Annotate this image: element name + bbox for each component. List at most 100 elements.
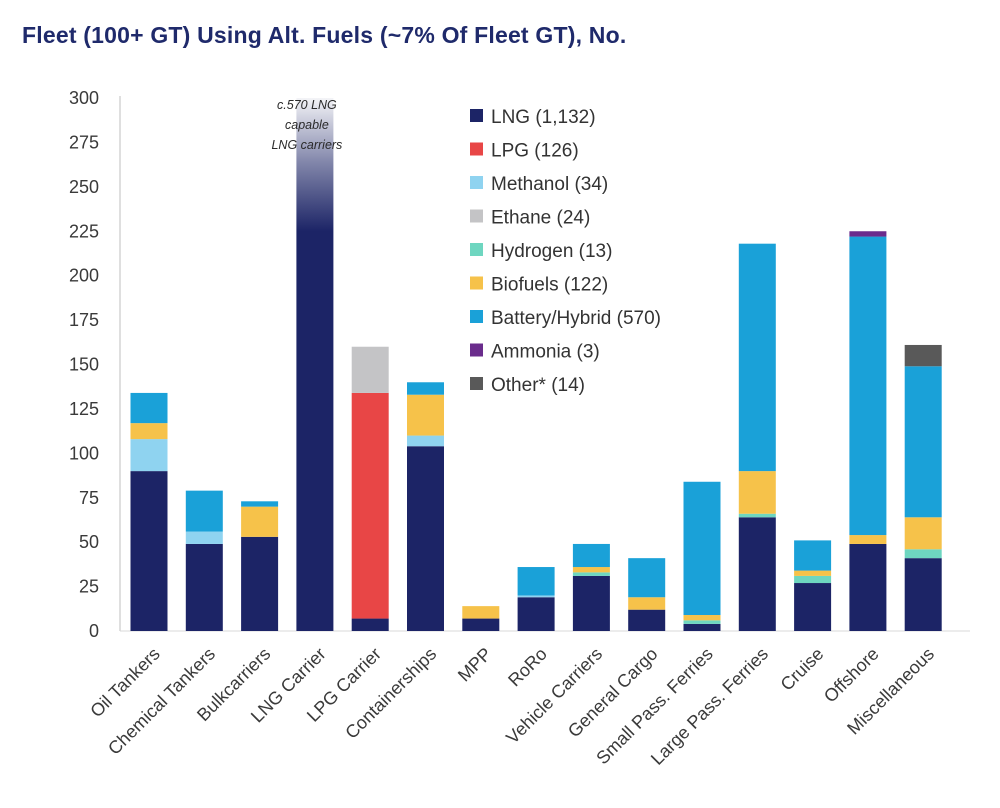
bar-cruise	[794, 540, 832, 631]
bar-segment-lng	[185, 543, 223, 631]
legend-swatch	[470, 142, 483, 156]
y-tick-label: 225	[69, 221, 99, 241]
bar-segment-battery-hybrid	[241, 501, 279, 507]
legend-swatch	[470, 377, 483, 390]
bar-segment-lng	[351, 618, 389, 631]
bar-mpp	[462, 606, 500, 631]
bar-segment-lng	[794, 583, 832, 631]
y-tick-label: 250	[69, 177, 99, 197]
bar-chemical-tankers	[185, 490, 223, 631]
bar-small-pass-ferries	[683, 481, 721, 631]
bar-segment-biofuels	[572, 567, 610, 573]
bar-segment-lng	[683, 623, 721, 631]
y-tick-label: 100	[69, 443, 99, 463]
bar-large-pass-ferries	[738, 243, 776, 631]
bar-segment-battery-hybrid	[849, 236, 887, 536]
bar-segment-battery-hybrid	[517, 567, 555, 596]
bar-segment-biofuels	[683, 615, 721, 621]
bar-oil-tankers	[130, 392, 168, 631]
legend-label: Battery/Hybrid (570)	[491, 308, 661, 329]
legend-swatch	[470, 310, 483, 323]
bar-segment-battery-hybrid	[628, 558, 666, 598]
legend-item-lpg: LPG (126)	[470, 141, 579, 162]
legend-item-hydrogen: Hydrogen (13)	[470, 241, 612, 262]
legend-item-methanol: Methanol (34)	[470, 174, 608, 195]
annotation-text: c.570 LNG	[277, 98, 337, 112]
bar-segment-battery-hybrid	[738, 243, 776, 472]
bar-segment-biofuels	[738, 471, 776, 514]
bar-segment-lng	[738, 517, 776, 631]
y-tick-label: 300	[69, 88, 99, 108]
bar-segment-lng	[407, 446, 444, 631]
bar-segment-ammonia	[849, 231, 887, 237]
x-tick-label: Cruise	[777, 644, 828, 695]
bar-segment-hydrogen	[738, 513, 776, 518]
bar-segment-methanol	[407, 435, 444, 447]
annotation-text: LNG carriers	[271, 138, 342, 152]
bar-lpg-carrier	[351, 346, 389, 631]
bar-segment-lng	[462, 618, 500, 631]
legend-item-ammonia: Ammonia (3)	[470, 342, 600, 363]
legend-swatch	[470, 176, 483, 189]
bar-segment-lng	[130, 471, 168, 631]
bar-segment-methanol	[185, 531, 223, 544]
y-axis: 0 25 50 75 100 125 150 175 200 225 250 275 300	[69, 88, 970, 641]
legend-swatch	[470, 343, 483, 357]
bar-lng-carrier	[296, 98, 334, 631]
bar-segment-biofuels	[130, 423, 168, 440]
y-tick-label: 150	[69, 355, 99, 375]
y-tick-label: 275	[69, 132, 99, 152]
bar-segment-biofuels	[849, 535, 887, 544]
bar-segment-lng	[572, 575, 610, 631]
bar-segment-battery-hybrid	[794, 540, 832, 571]
chart-title: Fleet (100+ GT) Using Alt. Fuels (~7% Of…	[22, 22, 627, 48]
legend-label: Ammonia (3)	[491, 342, 600, 363]
bar-segment-lpg	[351, 392, 389, 619]
bar-segment-hydrogen	[683, 620, 721, 624]
bar-segment-biofuels	[904, 517, 942, 550]
legend-swatch	[470, 209, 483, 223]
legend-item-lng: LNG (1,132)	[470, 107, 596, 128]
legend-label: LNG (1,132)	[491, 107, 596, 128]
bar-segment-hydrogen	[794, 575, 832, 584]
legend-item-ethane: Ethane (24)	[470, 208, 590, 229]
bar-segment-lng	[517, 597, 555, 631]
bar-segment-biofuels	[462, 606, 500, 619]
x-tick-label: RoRo	[504, 644, 551, 691]
bar-segment-methanol	[517, 595, 555, 598]
x-tick-label: Vehicle Carriers	[502, 644, 606, 748]
x-tick-label: MPP	[454, 644, 496, 686]
bar-roro	[517, 567, 555, 631]
legend-swatch	[470, 276, 483, 290]
y-tick-label: 0	[89, 621, 99, 641]
bar-segment-battery-hybrid	[683, 481, 721, 616]
legend-swatch	[470, 243, 483, 256]
annotation-text: capable	[285, 118, 329, 132]
legend-swatch	[470, 109, 483, 122]
legend-label: Biofuels (122)	[491, 275, 608, 296]
bar-segment-hydrogen	[904, 549, 942, 559]
bar-segment-lng	[296, 98, 334, 631]
legend-item-other: Other* (14)	[470, 375, 585, 396]
bar-miscellaneous	[904, 344, 942, 631]
bar-segment-battery-hybrid	[904, 366, 942, 518]
bar-segment-biofuels	[407, 394, 444, 436]
bar-segment-lng	[849, 543, 887, 631]
y-tick-label: 75	[79, 488, 99, 508]
legend-label: Ethane (24)	[491, 208, 590, 229]
legend-label: LPG (126)	[491, 141, 579, 162]
bar-segment-lng	[241, 536, 279, 631]
bar-containerships	[407, 382, 444, 631]
bar-offshore	[849, 231, 887, 631]
legend-label: Other* (14)	[491, 375, 585, 396]
legend-label: Hydrogen (13)	[491, 241, 612, 262]
bar-segment-battery-hybrid	[130, 392, 168, 424]
bar-segment-methanol	[130, 439, 168, 472]
bar-bulkcarriers	[241, 501, 279, 631]
bar-segment-biofuels	[628, 597, 666, 610]
bar-segment-battery-hybrid	[407, 382, 444, 395]
legend: LNG (1,132) LPG (126) Methanol (34) Ethane …	[470, 107, 661, 396]
legend-item-battery-hybrid: Battery/Hybrid (570)	[470, 308, 661, 329]
